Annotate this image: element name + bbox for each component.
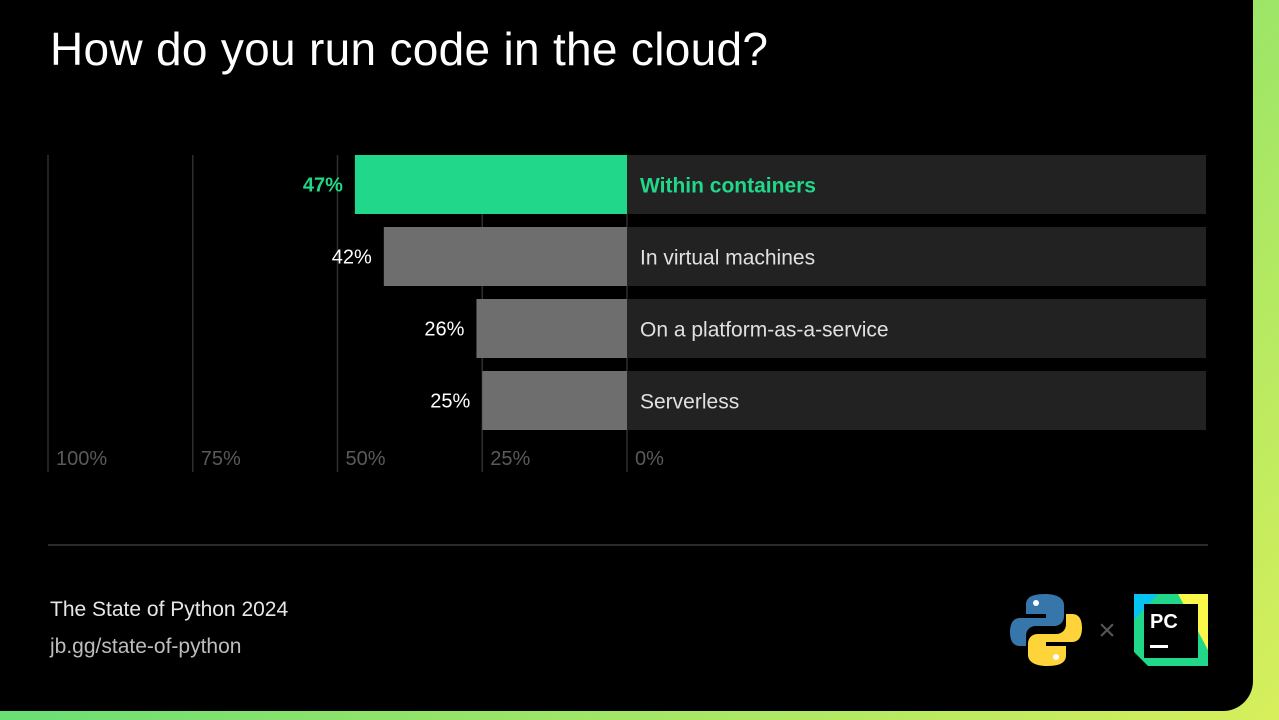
- x-tick-label: 100%: [56, 448, 107, 470]
- bar: [354, 155, 627, 214]
- bar-track: [627, 299, 1206, 358]
- x-tick-label: 25%: [490, 448, 530, 470]
- bar-track: [627, 371, 1206, 430]
- category-label: Within containers: [640, 175, 816, 198]
- bar-track: [627, 227, 1206, 286]
- bar-value-label: 25%: [430, 391, 470, 413]
- category-label: Serverless: [640, 391, 739, 414]
- python-logo-icon: [1010, 594, 1082, 666]
- bar: [383, 227, 627, 286]
- times-sign: ×: [1098, 614, 1116, 647]
- x-tick-label: 0%: [635, 448, 664, 470]
- bar-value-label: 42%: [332, 247, 372, 269]
- x-tick-label: 75%: [201, 448, 241, 470]
- bar-value-label: 26%: [424, 319, 464, 341]
- brand-logos: × PC: [1010, 594, 1208, 666]
- pycharm-text: PC: [1150, 611, 1178, 633]
- bar-chart: 100% 75% 50% 25% 0% 47% Within containers 42% In…: [47, 155, 1206, 472]
- bar: [476, 299, 627, 358]
- category-label: In virtual machines: [640, 247, 815, 270]
- bar: [482, 371, 627, 430]
- chart-title: How do you run code in the cloud?: [50, 23, 769, 75]
- bar-track: [627, 155, 1206, 214]
- footer-title: The State of Python 2024: [50, 598, 289, 621]
- bar-value-label: 47%: [303, 175, 343, 197]
- footer-url: jb.gg/state-of-python: [50, 635, 242, 658]
- x-tick-label: 50%: [346, 448, 386, 470]
- chart-card: How do you run code in the cloud? 100% 75…: [0, 0, 1253, 711]
- footer-divider: [48, 544, 1208, 546]
- pycharm-logo-icon: PC: [1134, 594, 1208, 666]
- category-label: On a platform-as-a-service: [640, 319, 889, 342]
